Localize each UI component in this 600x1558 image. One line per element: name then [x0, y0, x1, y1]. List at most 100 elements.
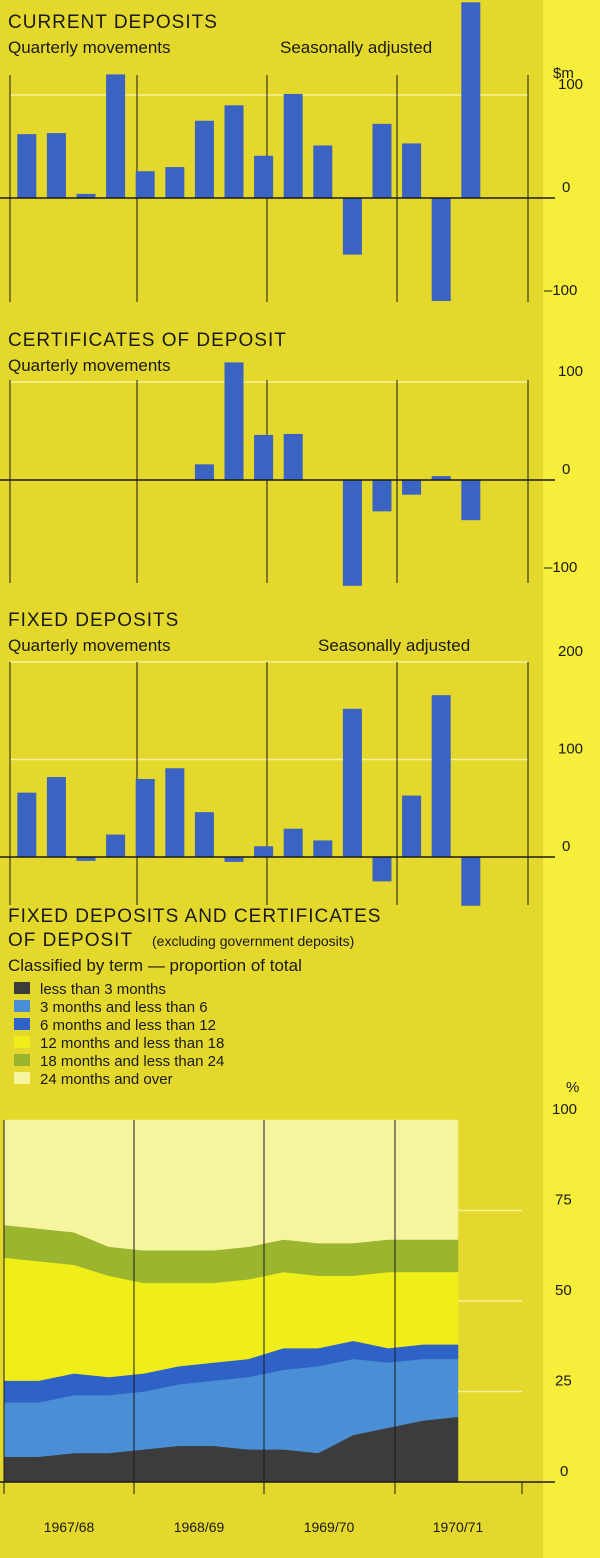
fixed-deposits-seasonal-note: Seasonally adjusted — [318, 636, 470, 655]
term-proportion-title-note: (excluding government deposits) — [152, 933, 354, 949]
certificates-bar — [372, 480, 392, 512]
term-proportion-year-separators — [3, 1120, 523, 1494]
fixed-deposits-bars — [17, 695, 481, 906]
current-deposits-bar — [106, 74, 126, 198]
current-deposits-bar — [461, 2, 481, 198]
current-deposits-bar — [46, 133, 66, 198]
certificates-bar — [194, 464, 214, 480]
term-proportion-tick-label: 75 — [555, 1192, 572, 1209]
current-deposits-tick-label: –100 — [544, 282, 577, 299]
legend-swatch — [14, 1036, 30, 1048]
certificates-subtitle: Quarterly movements — [8, 356, 171, 375]
current-deposits-bar — [431, 198, 451, 301]
certificates-tick-label: 0 — [562, 461, 570, 478]
fixed-deposits-tick-label: 200 — [558, 643, 583, 660]
term-proportion-subtitle: Classified by term — proportion of total — [8, 956, 302, 975]
term-proportion-tick-label: 50 — [555, 1282, 572, 1299]
fixed-deposits-bar — [135, 779, 155, 857]
certificates-bar — [402, 480, 422, 495]
current-deposits-bar — [17, 134, 37, 198]
certificates-bars — [194, 362, 481, 586]
fixed-deposits-bar — [194, 812, 214, 857]
fixed-deposits-panel: FIXED DEPOSITS Quarterly movements Seaso… — [0, 610, 583, 906]
fixed-deposits-tick-labels: 200 100 0 — [558, 643, 583, 855]
certificates-year-separators — [9, 380, 529, 583]
fixed-deposits-bar — [46, 777, 66, 857]
legend-label: 24 months and over — [40, 1071, 173, 1088]
x-axis-year-label: 1968/69 — [174, 1519, 225, 1535]
legend-label: 18 months and less than 24 — [40, 1053, 224, 1070]
term-proportion-gridlines — [458, 1209, 522, 1393]
legend-swatch — [14, 1000, 30, 1012]
current-deposits-bar — [76, 193, 96, 198]
current-deposits-title: CURRENT DEPOSITS — [8, 12, 218, 33]
term-proportion-title-line1: FIXED DEPOSITS AND CERTIFICATES — [8, 906, 381, 927]
fixed-deposits-bar — [283, 828, 303, 857]
term-proportion-tick-label: 0 — [560, 1463, 568, 1480]
legend-label: less than 3 months — [40, 981, 166, 998]
fixed-deposits-subtitle: Quarterly movements — [8, 636, 171, 655]
fixed-deposits-bar — [313, 840, 333, 857]
current-deposits-tick-label: 0 — [562, 179, 570, 196]
current-deposits-unit: $m — [553, 65, 574, 82]
certificates-bar — [283, 433, 303, 480]
fixed-deposits-bar — [372, 857, 392, 882]
term-proportion-areas — [3, 1119, 459, 1483]
x-axis-year-label: 1970/71 — [433, 1519, 484, 1535]
term-proportion-x-labels: 1967/68 1968/69 1969/70 1970/71 — [44, 1519, 484, 1535]
legend-swatch — [14, 1072, 30, 1084]
fixed-deposits-bar — [106, 834, 126, 857]
certificates-bar — [342, 480, 362, 586]
term-proportion-tick-label: 25 — [555, 1373, 572, 1390]
fixed-deposits-bar — [402, 795, 422, 857]
certificates-title: CERTIFICATES OF DEPOSIT — [8, 330, 287, 351]
current-deposits-bar — [165, 167, 185, 198]
fixed-deposits-tick-label: 100 — [558, 741, 583, 758]
legend-label: 3 months and less than 6 — [40, 999, 208, 1016]
legend-label: 6 months and less than 12 — [40, 1017, 216, 1034]
current-deposits-bar — [342, 198, 362, 255]
fixed-deposits-bar — [165, 768, 185, 857]
term-proportion-panel: FIXED DEPOSITS AND CERTIFICATES OF DEPOS… — [0, 906, 579, 1535]
term-proportion-title-line2: OF DEPOSIT — [8, 930, 133, 951]
fixed-deposits-bar — [224, 857, 244, 862]
certificates-tick-label: –100 — [544, 559, 577, 576]
x-axis-year-label: 1969/70 — [304, 1519, 355, 1535]
term-proportion-tick-labels: 100 75 50 25 0 — [552, 1101, 577, 1480]
current-deposits-bar — [254, 155, 274, 198]
certificates-bar — [461, 480, 481, 521]
current-deposits-seasonal-note: Seasonally adjusted — [280, 38, 432, 57]
current-deposits-bar — [372, 123, 392, 198]
current-deposits-tick-label: 100 — [558, 76, 583, 93]
certificates-panel: CERTIFICATES OF DEPOSIT Quarterly moveme… — [0, 330, 583, 586]
certificates-tick-labels: 100 0 –100 — [544, 363, 583, 576]
legend-label: 12 months and less than 18 — [40, 1035, 224, 1052]
legend-swatch — [14, 1018, 30, 1030]
current-deposits-bar — [283, 93, 303, 198]
current-deposits-subtitle: Quarterly movements — [8, 38, 171, 57]
term-proportion-tick-label: 100 — [552, 1101, 577, 1118]
fixed-deposits-bar — [76, 857, 96, 861]
fixed-deposits-bar — [342, 708, 362, 857]
certificates-bar — [224, 362, 244, 480]
legend-swatch — [14, 1054, 30, 1066]
fixed-deposits-title: FIXED DEPOSITS — [8, 610, 179, 631]
current-deposits-tick-labels: 100 0 –100 — [544, 76, 583, 299]
current-deposits-bars — [17, 2, 481, 301]
x-axis-year-label: 1967/68 — [44, 1519, 95, 1535]
current-deposits-bar — [135, 171, 155, 198]
fixed-deposits-bar — [254, 846, 274, 857]
current-deposits-panel: CURRENT DEPOSITS Quarterly movements Sea… — [0, 2, 583, 302]
current-deposits-bar — [224, 105, 244, 198]
fixed-deposits-bar — [461, 857, 481, 906]
certificates-bar — [254, 434, 274, 480]
current-deposits-bar — [194, 120, 214, 198]
term-proportion-unit: % — [566, 1079, 579, 1096]
fixed-deposits-tick-label: 0 — [562, 838, 570, 855]
legend-swatch — [14, 982, 30, 994]
term-area-24-months-and-over — [3, 1119, 459, 1251]
current-deposits-bar — [402, 143, 422, 198]
certificates-tick-label: 100 — [558, 363, 583, 380]
certificates-bar — [431, 476, 451, 480]
